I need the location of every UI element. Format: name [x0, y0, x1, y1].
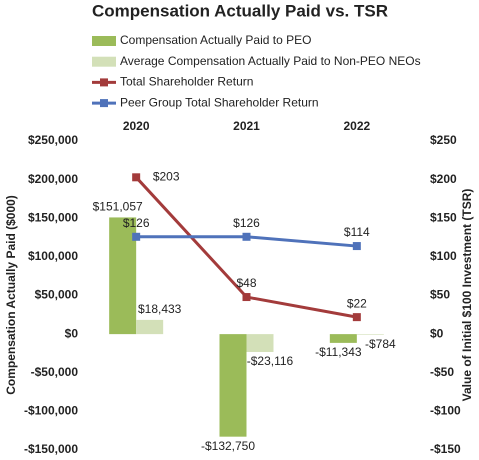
- value-label: $126: [123, 216, 150, 230]
- legend-marker: [100, 78, 108, 87]
- y2-tick-label: $150: [430, 210, 457, 224]
- chart-title: Compensation Actually Paid vs. TSR: [92, 1, 388, 20]
- y-tick-label: $0: [65, 326, 79, 340]
- value-label: $22: [347, 296, 367, 310]
- y2-tick-label: $50: [430, 288, 450, 302]
- line-marker: [352, 242, 361, 251]
- y2-tick-label: -$150: [430, 442, 461, 456]
- value-label: -$11,343: [315, 345, 362, 359]
- bar: [356, 334, 384, 335]
- legend-label: Compensation Actually Paid to PEO: [120, 33, 311, 47]
- legend-marker: [100, 99, 108, 108]
- y-axis-title: Compensation Actually Paid ($000): [4, 195, 18, 395]
- value-label: -$784: [365, 337, 396, 351]
- line-marker: [242, 232, 251, 241]
- value-label: $151,057: [93, 200, 143, 214]
- y2-axis-title: Value of Initial $100 Investment (TSR): [460, 189, 474, 402]
- y-tick-label: $250,000: [28, 133, 78, 147]
- legend-label: Total Shareholder Return: [120, 75, 253, 89]
- y-tick-label: -$50,000: [31, 365, 79, 379]
- y2-tick-label: -$100: [430, 404, 461, 418]
- y2-tick-label: -$50: [430, 365, 454, 379]
- bar: [219, 334, 247, 437]
- legend-label: Peer Group Total Shareholder Return: [120, 95, 319, 109]
- legend-swatch: [92, 36, 116, 46]
- y-tick-label: $150,000: [28, 210, 78, 224]
- x-tick-label: 2021: [233, 119, 260, 133]
- value-label: $114: [344, 225, 370, 239]
- line-marker: [132, 173, 141, 182]
- y-tick-label: $100,000: [28, 249, 78, 263]
- bar: [109, 217, 137, 335]
- y-tick-label: -$150,000: [24, 442, 78, 456]
- y2-tick-label: $200: [430, 172, 457, 186]
- line-marker: [242, 293, 251, 302]
- y2-tick-label: $250: [430, 133, 457, 147]
- bar: [246, 334, 274, 352]
- line-marker: [352, 313, 361, 322]
- y-tick-label: $200,000: [28, 172, 78, 186]
- value-label: $126: [233, 216, 260, 230]
- value-label: -$23,116: [247, 354, 294, 368]
- value-label: -$132,750: [201, 439, 255, 453]
- value-label: $18,433: [138, 302, 182, 316]
- legend-label: Average Compensation Actually Paid to No…: [120, 54, 421, 68]
- x-tick-label: 2022: [343, 119, 370, 133]
- x-tick-label: 2020: [123, 119, 150, 133]
- value-label: $48: [236, 276, 256, 290]
- line-marker: [132, 232, 141, 241]
- y2-tick-label: $100: [430, 249, 457, 263]
- legend-swatch: [92, 56, 116, 67]
- y2-tick-label: $0: [430, 326, 444, 340]
- bar: [136, 319, 164, 335]
- value-label: $203: [153, 169, 180, 183]
- y-tick-label: $50,000: [35, 288, 79, 302]
- y-tick-label: -$100,000: [24, 404, 78, 418]
- bar: [329, 334, 357, 343]
